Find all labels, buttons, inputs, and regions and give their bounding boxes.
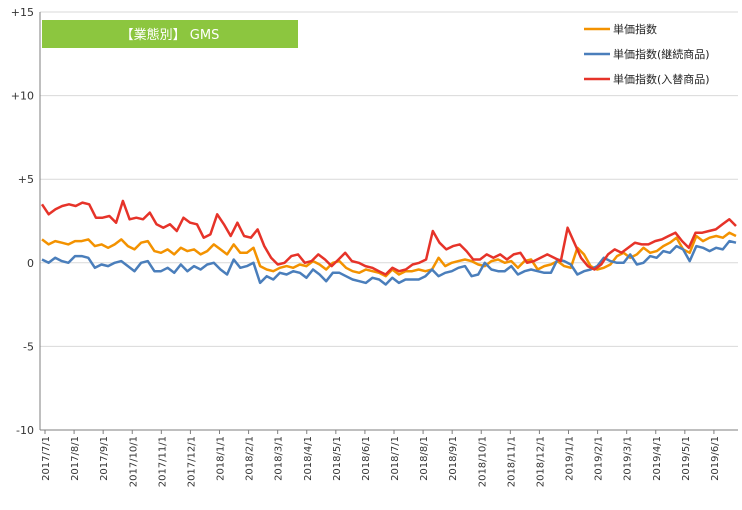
y-tick-label: +10 [11, 90, 34, 103]
x-tick-label: 2018/12/1 [535, 436, 546, 487]
x-tick-label: 2018/4/1 [303, 436, 314, 481]
y-axis-ticks: +15 +10 +5 0 -5 -10 [11, 6, 34, 437]
y-tick-label: -10 [16, 424, 34, 437]
legend-label-2: 単価指数(入替商品) [613, 72, 710, 86]
y-tick-label: -5 [23, 340, 34, 353]
x-tick-label: 2017/11/1 [157, 436, 168, 487]
x-tick-label: 2018/5/1 [332, 436, 343, 481]
legend-item: 単価指数(継続商品) [584, 47, 710, 61]
x-tick-label: 2017/7/1 [41, 436, 52, 481]
x-tick-label: 2019/1/1 [565, 436, 576, 481]
x-tick-label: 2018/7/1 [390, 436, 401, 481]
legend-label-0: 単価指数 [613, 22, 657, 36]
x-tick-label: 2019/3/1 [623, 436, 634, 481]
series-lines [40, 199, 737, 286]
legend-item: 単価指数 [584, 22, 657, 36]
y-tick-label: +15 [11, 6, 34, 19]
x-tick-label: 2018/9/1 [448, 436, 459, 481]
x-tick-label: 2018/6/1 [361, 436, 372, 481]
x-tick-label: 2018/1/1 [216, 436, 227, 481]
x-tick-label: 2017/10/1 [128, 436, 139, 487]
y-tick-label: 0 [27, 257, 34, 270]
axes [39, 12, 738, 431]
legend-label-1: 単価指数(継続商品) [613, 47, 710, 61]
badge-background [42, 20, 298, 48]
x-tick-label: 2019/6/1 [710, 436, 721, 481]
x-tick-label: 2017/12/1 [186, 436, 197, 487]
legend: 単価指数 単価指数(継続商品) 単価指数(入替商品) [584, 22, 710, 86]
x-tick-label: 2018/2/1 [245, 436, 256, 481]
badge-text: 【業態別】 GMS [121, 27, 220, 43]
x-tick-label: 2018/10/1 [477, 436, 488, 487]
x-tick-label: 2019/5/1 [681, 436, 692, 481]
series-line-1 [41, 239, 737, 286]
y-tick-label: +5 [18, 173, 34, 186]
x-tick-label: 2017/9/1 [99, 436, 110, 481]
series-line-2 [40, 199, 737, 276]
legend-item: 単価指数(入替商品) [584, 72, 710, 86]
x-tick-label: 2018/11/1 [506, 436, 517, 487]
chart-badge: 【業態別】 GMS [42, 20, 298, 48]
x-tick-label: 2019/2/1 [594, 436, 605, 481]
x-tick-label: 2017/8/1 [70, 436, 81, 481]
x-tick-label: 2018/3/1 [274, 436, 285, 481]
x-tick-label: 2019/4/1 [652, 436, 663, 481]
x-axis-ticks: 2017/7/1 2017/8/1 2017/9/1 2017/10/1 2017/11… [41, 430, 721, 487]
x-tick-label: 2018/8/1 [419, 436, 430, 481]
